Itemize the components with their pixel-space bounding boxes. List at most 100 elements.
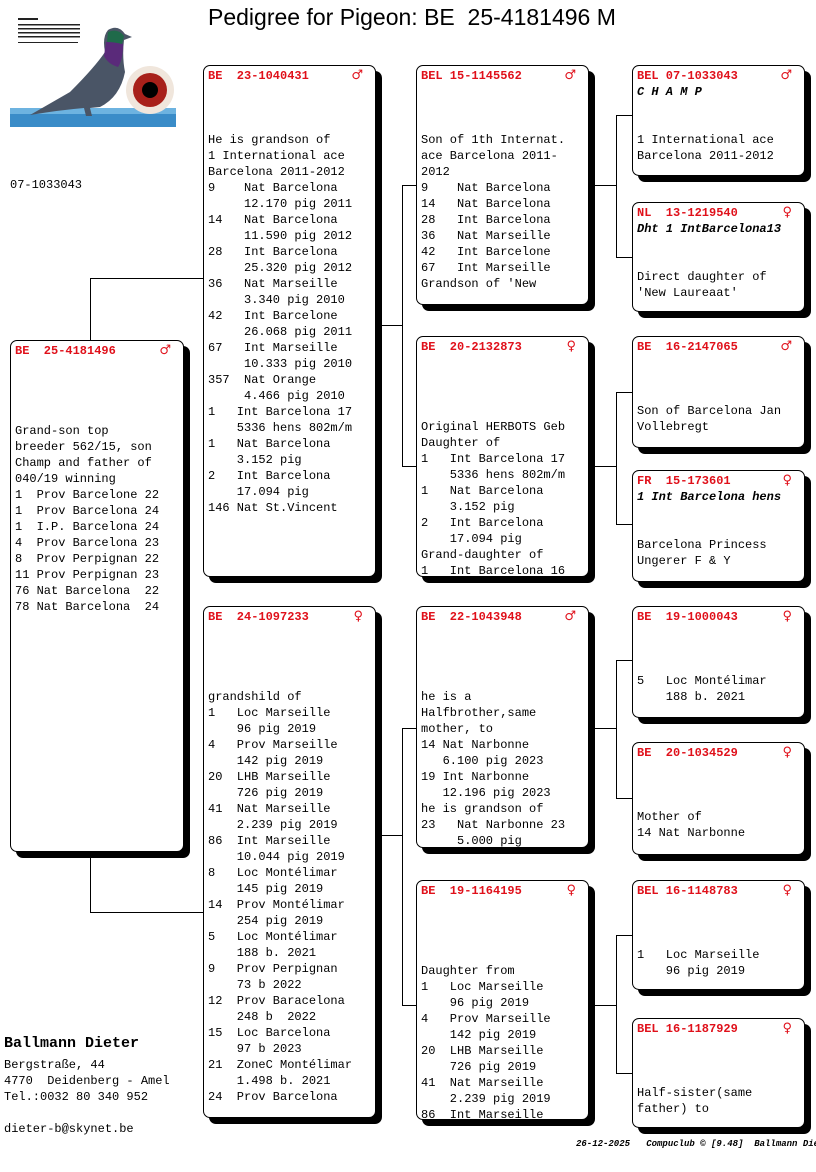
pedigree-note-line [637,931,800,947]
pedigree-note-line [421,947,584,963]
ancestor-pigeon-card[interactable]: BE 20-1034529 ♀ Mother of 14 Nat Narbonne [632,742,805,855]
pigeon-header: BE 19-1164195 ♀ [421,883,584,899]
pedigree-note-line [15,375,179,391]
pedigree-note-line: 12 Prov Baracelona [208,994,345,1008]
pedigree-note-line: 36 Nat Marseille [208,277,338,291]
pedigree-note-line: 254 pig 2019 [208,914,324,928]
pedigree-note-line [421,899,584,915]
pedigree-note-line: 146 Nat St.Vincent [208,501,338,515]
ancestor-pigeon-card[interactable]: BE 23-1040431 ♂ He is grandson of 1 Interna… [203,65,376,577]
pedigree-note-line: he is grandson of [421,802,544,816]
female-symbol-icon: ♀ [782,609,792,624]
pedigree-connector-line [402,185,403,466]
pedigree-note-line: 1 Int Barcelona 17 [421,452,566,466]
ancestor-pigeon-card[interactable]: BE 22-1043948 ♂ he is a Halfbrother,same mot… [416,606,589,848]
pigeon-header: BEL 07-1033043 ♂ [637,68,800,84]
ancestor-pigeon-card[interactable]: BE 19-1000043 ♀ 5 Loc Montélimar 188 b. 20… [632,606,805,718]
female-symbol-icon: ♀ [782,883,792,898]
pedigree-connector-line [616,115,632,116]
ancestor-pigeon-card[interactable]: FR 15-173601 ♀ 1 Int Barcelona hens Barcelo… [632,470,805,582]
pedigree-note-line: 11.590 pig 2012 [208,229,353,243]
ancestor-pigeon-card[interactable]: BEL 15-1145562 ♂ Son of 1th Internat. ace B… [416,65,589,305]
pedigree-connector-line [616,115,617,257]
pedigree-note-line: 11 Prov Perpignan 23 [15,568,160,582]
pedigree-note-line: father) to [637,1102,710,1116]
pedigree-note-line: Grand-son top [15,424,109,438]
pedigree-connector-line [402,728,403,1005]
pedigree-note-line: Original HERBOTS Geb [421,420,566,434]
pedigree-note-line: 1.498 b. 2021 [208,1074,331,1088]
pedigree-note-line: 14 Nat Barcelona [421,197,551,211]
pedigree-note-line [637,641,800,657]
ancestor-pigeon-card[interactable]: BE 20-2132873 ♀ Original HERBOTS Geb Daught… [416,336,589,578]
pedigree-note-line: 24 Prov Barcelona [208,1090,338,1104]
ancestor-pigeon-card[interactable]: BEL 16-1148783 ♀ 1 Loc Marseille 96 pig 20… [632,880,805,990]
female-symbol-icon: ♀ [566,339,576,354]
pedigree-note-line: 1 Nat Barcelona [421,484,544,498]
pedigree-note-line [637,355,800,371]
pedigree-note-line: 19 Int Narbonne [421,770,530,784]
pedigree-note-line: 96 pig 2019 [421,996,530,1010]
pedigree-note-line: 86 Int Marseille [208,834,331,848]
ancestor-pigeon-card[interactable]: BEL 16-1187929 ♀ Half-sister(same father) t… [632,1018,805,1128]
pigeon-header: BE 22-1043948 ♂ [421,609,584,625]
ring-number: BE 25-4181496 [15,344,116,358]
male-symbol-icon: ♂ [351,68,363,83]
pedigree-note-line [208,641,371,657]
pedigree-note-line [637,657,800,673]
pedigree-note-line [637,100,800,116]
ancestor-pigeon-card[interactable]: BE 16-2147065 ♂ Son of Barcelona Jan Volleb… [632,336,805,448]
pedigree-note-line: 1 I.P. Barcelona 24 [15,520,160,534]
pedigree-note-line: 1 Loc Marseille [208,706,331,720]
pedigree-note-line: 9 Prov Perpignan [208,962,338,976]
pedigree-note-line [421,657,584,673]
pedigree-note-line: mother, to [421,722,494,736]
female-symbol-icon: ♀ [353,609,363,624]
pedigree-note-line [421,915,584,931]
pedigree-note-line [637,521,800,537]
pedigree-note-line [208,84,371,100]
pedigree-note-line: Barcelona Princess [637,538,767,552]
pedigree-connector-line [376,835,402,836]
pigeon-header: BE 19-1000043 ♀ [637,609,800,625]
ancestor-pigeon-card[interactable]: BEL 07-1033043 ♂ C H A M P 1 International … [632,65,805,176]
pedigree-note-line: breeder 562/15, son [15,440,152,454]
pedigree-note-line: 41 Nat Marseille [421,1076,544,1090]
pedigree-note-line: Champ and father of [15,456,152,470]
pedigree-note-line: 28 Int Barcelona [421,213,551,227]
pedigree-note-line [421,931,584,947]
pedigree-note-line: 42 Int Barcelone [421,245,551,259]
pedigree-note-line: 4.466 pig 2010 [208,389,345,403]
ring-number: BE 19-1164195 [421,884,522,898]
pedigree-note-line: 040/19 winning [15,472,116,486]
ancestor-pigeon-card[interactable]: BE 19-1164195 ♀ Daughter from 1 Loc Marseil… [416,880,589,1122]
pedigree-note-line: 8 Prov Perpignan 22 [15,552,160,566]
subject-pigeon-card[interactable]: BE 25-4181496 ♂ Grand-son top breeder 562/1… [10,340,184,852]
ancestor-pigeon-card[interactable]: BE 24-1097233 ♀ grandshild of 1 Loc Marseil… [203,606,376,1118]
pedigree-note-line: 2.239 pig 2019 [208,818,338,832]
pedigree-note-line [421,116,584,132]
pedigree-note-line: Ungerer F & Y [637,554,731,568]
pedigree-note-line: 78 Nat Barcelona 24 [15,600,160,614]
pigeon-header: NL 13-1219540 ♀ [637,205,800,221]
pedigree-note-line [637,777,800,793]
pedigree-note-line [421,641,584,657]
pedigree-note-line: He is grandson of [208,133,331,147]
male-symbol-icon: ♂ [564,609,576,624]
pedigree-note-line: 188 b. 2021 [208,946,317,960]
pedigree-note-line: 142 pig 2019 [421,1028,537,1042]
pedigree-note-line: 41 Nat Marseille [208,802,331,816]
ancestor-pigeon-card[interactable]: NL 13-1219540 ♀ Dht 1 IntBarcelona13 Direct… [632,202,805,312]
pedigree-note-line: 5.000 pig [421,834,522,848]
pedigree-note-line: 8 Loc Montélimar [208,866,338,880]
pedigree-connector-line [589,185,616,186]
pedigree-note-line [637,899,800,915]
pedigree-connector-line [90,278,91,340]
pedigree-note-line: Halfbrother,same [421,706,537,720]
pedigree-note-line: 15 Loc Barcelona [208,1026,331,1040]
pedigree-note-line: 1 Loc Marseille [637,948,760,962]
page-title: Pedigree for Pigeon: BE 25-4181496 M [208,4,616,30]
pedigree-note-line: 14 Nat Barcelona [208,213,338,227]
pedigree-note-line: 5 Loc Montélimar [637,674,767,688]
pigeon-header: BEL 15-1145562 ♂ [421,68,584,84]
